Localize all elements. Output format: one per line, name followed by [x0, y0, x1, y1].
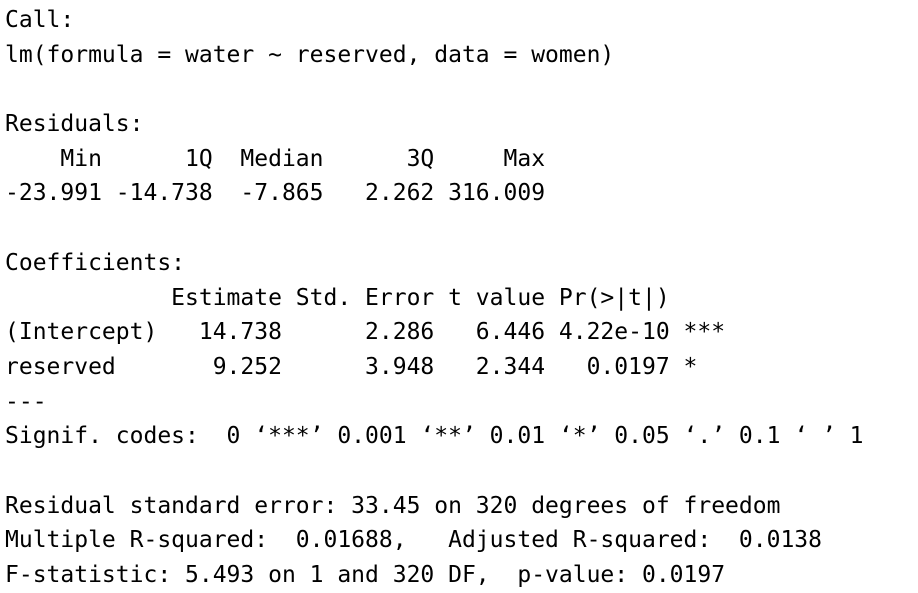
call-header: Call:: [5, 7, 75, 33]
blank-line: [5, 211, 918, 246]
coefficients-column-headers: Estimate Std. Error t value Pr(>|t|): [5, 284, 726, 311]
r-squared: Multiple R-squared: 0.01688, Adjusted R-…: [5, 527, 836, 554]
f-statistic: F-statistic: 5.493 on 1 and 320 DF, p-va…: [5, 562, 726, 588]
separator: ---: [5, 388, 47, 415]
blank-line: [5, 454, 918, 489]
call-formula: lm(formula = water ~ reserved, data = wo…: [5, 41, 615, 68]
residual-standard-error: Residual standard error: 33.45 on 320 de…: [5, 492, 781, 519]
coefficient-row-intercept: (Intercept) 14.738 2.286 6.446 4.22e-10 …: [5, 319, 726, 346]
residuals-header: Residuals:: [5, 111, 144, 138]
coefficients-header: Coefficients:: [5, 249, 186, 276]
residuals-values: -23.991 -14.738 -7.865 2.262 316.009: [5, 180, 559, 207]
signif-codes: Signif. codes: 0 ‘***’ 0.001 ‘**’ 0.01 ‘…: [5, 423, 864, 450]
residuals-labels: Min 1Q Median 3Q Max: [5, 145, 559, 172]
coefficient-row-reserved: reserved 9.252 3.948 2.344 0.0197 *: [5, 353, 726, 380]
blank-line: [5, 72, 918, 107]
